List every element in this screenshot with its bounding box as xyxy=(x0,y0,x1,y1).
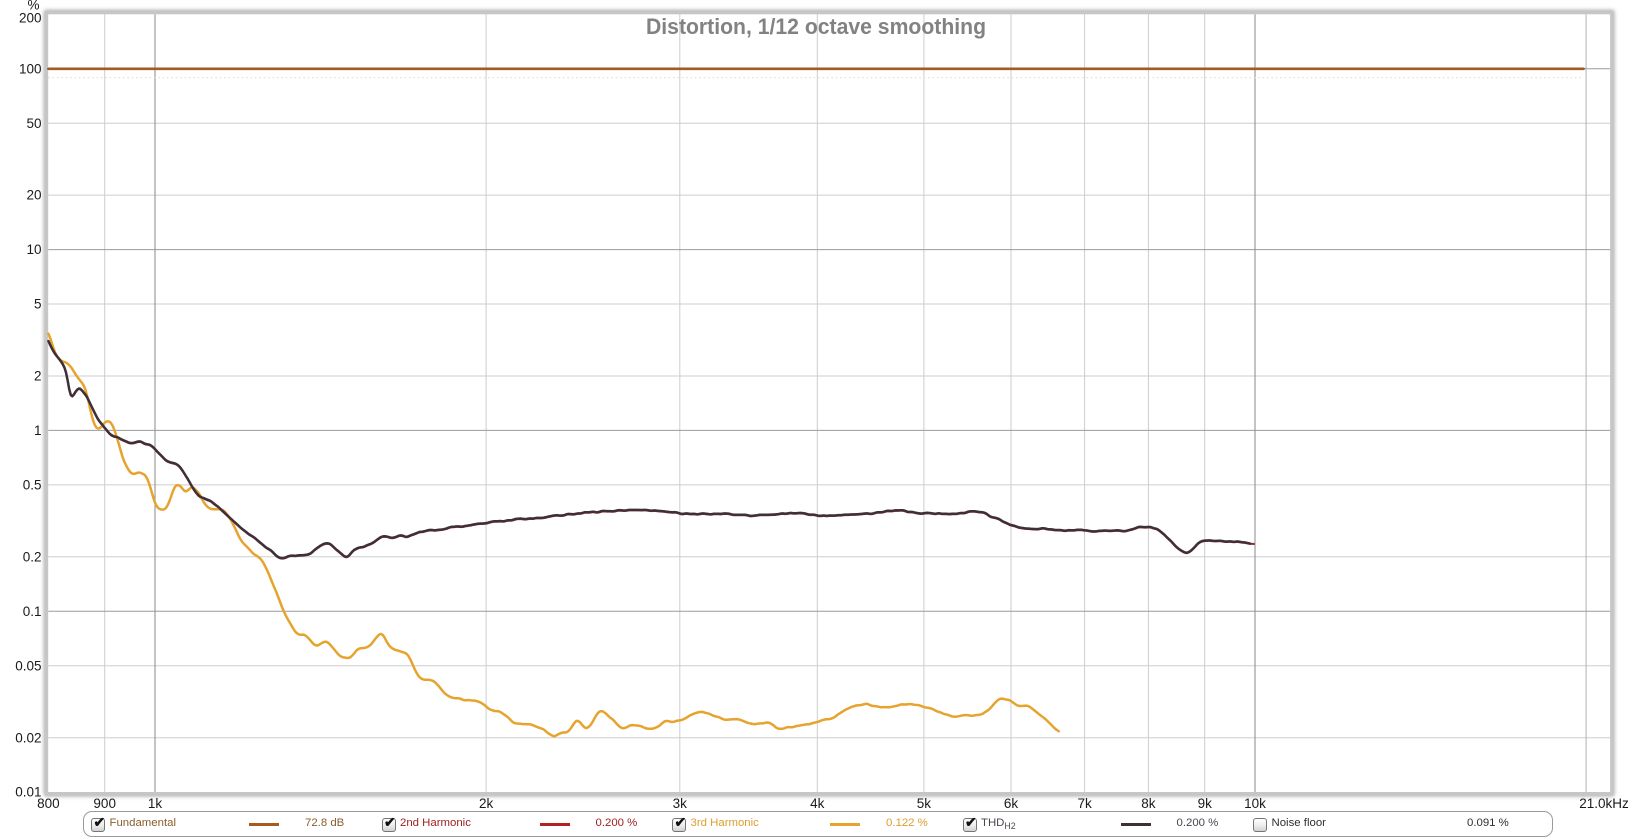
svg-text:0.2: 0.2 xyxy=(23,549,42,564)
svg-text:0.01: 0.01 xyxy=(15,785,41,800)
svg-text:9k: 9k xyxy=(1198,796,1213,811)
svg-text:5k: 5k xyxy=(917,796,932,811)
svg-text:Distortion, 1/12 octave smooth: Distortion, 1/12 octave smoothing xyxy=(646,14,986,39)
svg-text:10k: 10k xyxy=(1244,796,1266,811)
svg-text:0.05: 0.05 xyxy=(15,658,41,673)
svg-text:6k: 6k xyxy=(1004,796,1019,811)
svg-text:100: 100 xyxy=(19,61,42,76)
svg-text:50: 50 xyxy=(26,116,41,131)
svg-text:0.02: 0.02 xyxy=(15,730,41,745)
svg-text:4k: 4k xyxy=(810,796,825,811)
svg-text:2: 2 xyxy=(34,369,42,384)
svg-text:8k: 8k xyxy=(1141,796,1156,811)
svg-text:%: % xyxy=(27,0,39,13)
svg-text:1: 1 xyxy=(34,423,42,438)
svg-text:3k: 3k xyxy=(673,796,688,811)
svg-text:10: 10 xyxy=(26,242,41,257)
svg-text:5: 5 xyxy=(34,297,42,312)
svg-text:0.1: 0.1 xyxy=(23,604,42,619)
svg-text:2k: 2k xyxy=(479,796,494,811)
svg-text:1k: 1k xyxy=(148,796,163,811)
svg-text:20: 20 xyxy=(26,188,41,203)
svg-text:900: 900 xyxy=(93,796,116,811)
svg-text:800: 800 xyxy=(37,796,60,811)
svg-text:21.0kHz: 21.0kHz xyxy=(1579,796,1629,811)
svg-text:200: 200 xyxy=(19,11,42,26)
svg-text:0.5: 0.5 xyxy=(23,478,42,493)
svg-text:7k: 7k xyxy=(1077,796,1092,811)
